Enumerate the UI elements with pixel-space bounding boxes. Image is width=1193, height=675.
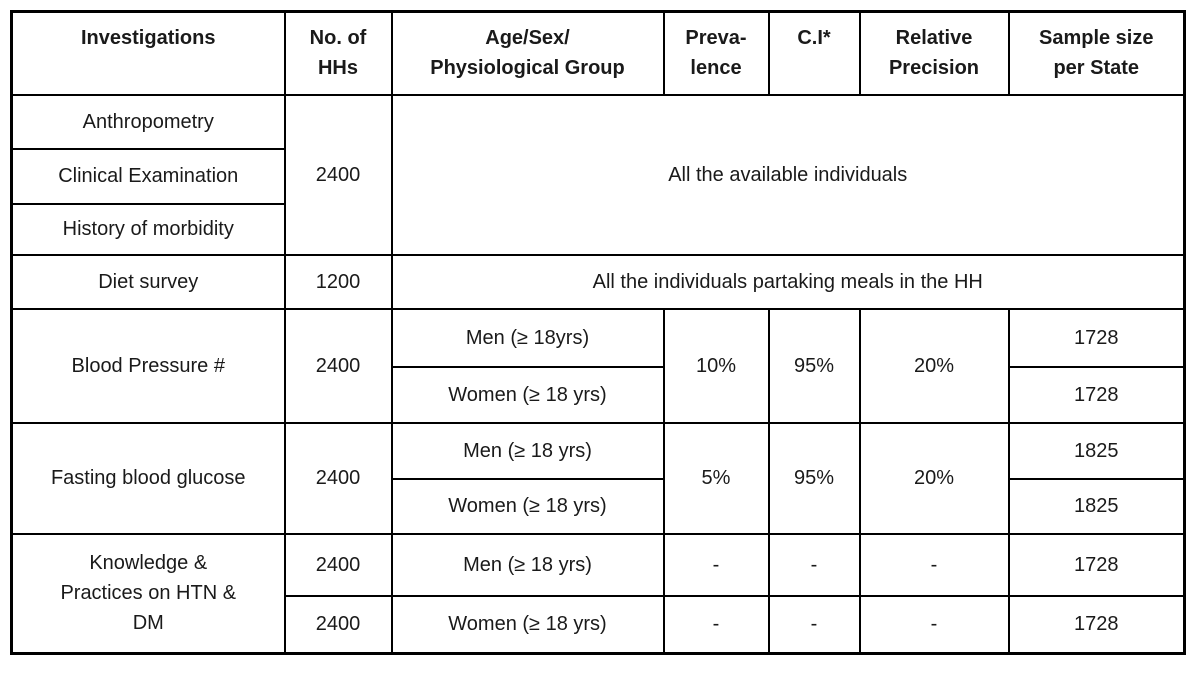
- table-row: History of morbidity: [10, 202, 1185, 256]
- cell-knowledge-women-prevalence: -: [662, 594, 770, 655]
- cell-knowledge-men-ci: -: [767, 532, 861, 597]
- cell-bp-women-sample: 1728: [1007, 365, 1186, 424]
- table-row: Blood Pressure # 2400 Men (≥ 18yrs) 10% …: [10, 307, 1186, 424]
- table-row: Knowledge & Practices on HTN & DM 2400 M…: [10, 532, 1186, 655]
- cell-knowledge-men-prevalence: -: [662, 532, 770, 597]
- cell-knowledge-men-sample: 1728: [1007, 532, 1186, 597]
- header-investigations: Investigations: [10, 10, 286, 96]
- cell-fbg-men-sample: 1825: [1007, 421, 1186, 480]
- cell-bp-ci: 95%: [767, 307, 861, 424]
- cell-bp-men-group: Men (≥ 18yrs): [390, 307, 665, 368]
- table-row: Clinical Examination: [10, 147, 1185, 205]
- cell-knowledge-name: Knowledge & Practices on HTN & DM: [10, 532, 286, 655]
- table-row: Women (≥ 18 yrs) 1728: [12, 365, 1186, 424]
- cell-diet-desc: All the individuals partaking meals in t…: [390, 253, 1186, 310]
- header-age-sex-group: Age/Sex/ Physiological Group: [390, 10, 665, 96]
- cell-diet-hhs: 1200: [283, 253, 393, 310]
- cell-knowledge-men-hhs: 2400: [283, 532, 393, 597]
- cell-bp-hhs: 2400: [283, 307, 393, 424]
- cell-bp-name: Blood Pressure #: [10, 307, 286, 424]
- cell-bp-prevalence: 10%: [662, 307, 770, 424]
- table-row: Fasting blood glucose 2400 Men (≥ 18 yrs…: [10, 421, 1186, 535]
- cell-fbg-hhs: 2400: [283, 421, 393, 535]
- table-row: 2400 Women (≥ 18 yrs) - - - 1728: [12, 594, 1186, 655]
- header-row: Investigations No. of HHs Age/Sex/ Physi…: [10, 10, 1186, 96]
- cell-group123-desc: All the available individuals: [390, 93, 1186, 256]
- cell-knowledge-women-hhs: 2400: [283, 594, 393, 655]
- cell-fbg-women-sample: 1825: [1007, 477, 1186, 535]
- cell-fbg-ci: 95%: [767, 421, 861, 535]
- table-row: Anthropometry 2400 All the available ind…: [10, 93, 1186, 256]
- header-ci: C.I*: [767, 10, 861, 96]
- cell-fbg-women-group: Women (≥ 18 yrs): [390, 477, 665, 535]
- header-prevalence: Preva- lence: [662, 10, 770, 96]
- cell-knowledge-men-precision: -: [858, 532, 1010, 597]
- cell-group123-hhs: 2400: [283, 93, 393, 256]
- table-row: Diet survey 1200 All the individuals par…: [10, 253, 1186, 310]
- cell-knowledge-women-precision: -: [858, 594, 1010, 655]
- cell-history-morbidity: History of morbidity: [10, 202, 286, 256]
- cell-anthropometry: Anthropometry: [10, 93, 286, 150]
- cell-fbg-precision: 20%: [858, 421, 1010, 535]
- cell-bp-men-sample: 1728: [1007, 307, 1186, 368]
- cell-knowledge-women-sample: 1728: [1007, 594, 1186, 655]
- cell-bp-women-group: Women (≥ 18 yrs): [390, 365, 665, 424]
- cell-knowledge-women-ci: -: [767, 594, 861, 655]
- cell-knowledge-women-group: Women (≥ 18 yrs): [390, 594, 665, 655]
- header-no-of-hhs: No. of HHs: [283, 10, 393, 96]
- cell-fbg-name: Fasting blood glucose: [10, 421, 286, 535]
- cell-clinical-examination: Clinical Examination: [10, 147, 286, 205]
- cell-knowledge-men-group: Men (≥ 18 yrs): [390, 532, 665, 597]
- header-relative-precision: Relative Precision: [858, 10, 1010, 96]
- table-row: Women (≥ 18 yrs) 1825: [12, 477, 1186, 535]
- sampling-design-table: Investigations No. of HHs Age/Sex/ Physi…: [10, 10, 1186, 655]
- cell-fbg-men-group: Men (≥ 18 yrs): [390, 421, 665, 480]
- header-sample-size: Sample size per State: [1007, 10, 1186, 96]
- cell-fbg-prevalence: 5%: [662, 421, 770, 535]
- cell-bp-precision: 20%: [858, 307, 1010, 424]
- cell-diet-name: Diet survey: [10, 253, 286, 310]
